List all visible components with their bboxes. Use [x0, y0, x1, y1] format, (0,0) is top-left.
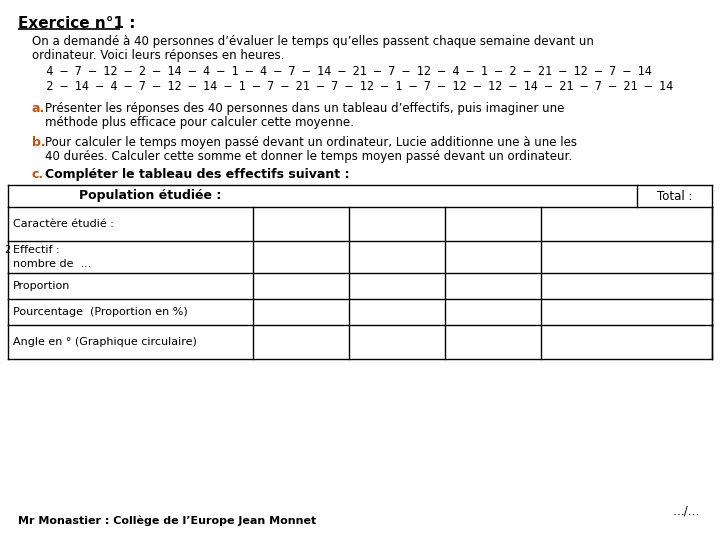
Text: Population étudiée :: Population étudiée :	[79, 190, 222, 202]
Text: 40 durées. Calculer cette somme et donner le temps moyen passé devant un ordinat: 40 durées. Calculer cette somme et donne…	[45, 150, 572, 163]
Text: 4 – 7 – 12 – 2 – 14 – 4 – 1 – 4 – 7 – 14 – 21 – 7 – 12 – 4 – 1 – 2 – 21 – 12 – 7: 4 – 7 – 12 – 2 – 14 – 4 – 1 – 4 – 7 – 14…	[32, 65, 652, 78]
Text: Pour calculer le temps moyen passé devant un ordinateur, Lucie additionne une à : Pour calculer le temps moyen passé devan…	[45, 136, 577, 149]
Text: c.: c.	[32, 168, 44, 181]
Text: 2 – 14 – 4 – 7 – 12 – 14 – 1 – 7 – 21 – 7 – 12 – 1 – 7 – 12 – 12 – 14 – 21 – 7 –: 2 – 14 – 4 – 7 – 12 – 14 – 1 – 7 – 21 – …	[32, 80, 673, 93]
Text: Exercice n°1 :: Exercice n°1 :	[18, 16, 135, 31]
Text: Compléter le tableau des effectifs suivant :: Compléter le tableau des effectifs suiva…	[45, 168, 349, 181]
Text: b.: b.	[32, 136, 45, 149]
Text: On a demandé à 40 personnes d’évaluer le temps qu’elles passent chaque semaine d: On a demandé à 40 personnes d’évaluer le…	[32, 35, 594, 48]
Text: a.: a.	[32, 102, 45, 115]
Text: …/…: …/…	[672, 505, 700, 518]
Text: ordinateur. Voici leurs réponses en heures.: ordinateur. Voici leurs réponses en heur…	[32, 49, 284, 62]
Text: Pourcentage  (Proportion en %): Pourcentage (Proportion en %)	[13, 307, 188, 317]
Text: méthode plus efficace pour calculer cette moyenne.: méthode plus efficace pour calculer cett…	[45, 116, 354, 129]
Text: Présenter les réponses des 40 personnes dans un tableau d’effectifs, puis imagin: Présenter les réponses des 40 personnes …	[45, 102, 564, 115]
Text: 2: 2	[4, 245, 10, 255]
Text: Angle en ° (Graphique circulaire): Angle en ° (Graphique circulaire)	[13, 337, 197, 347]
Text: Mr Monastier : Collège de l’Europe Jean Monnet: Mr Monastier : Collège de l’Europe Jean …	[18, 516, 316, 526]
Text: Effectif :
nombre de  ...: Effectif : nombre de ...	[13, 245, 91, 269]
Text: Caractère étudié :: Caractère étudié :	[13, 219, 114, 229]
Text: Total :: Total :	[657, 190, 692, 202]
Text: Proportion: Proportion	[13, 281, 71, 291]
